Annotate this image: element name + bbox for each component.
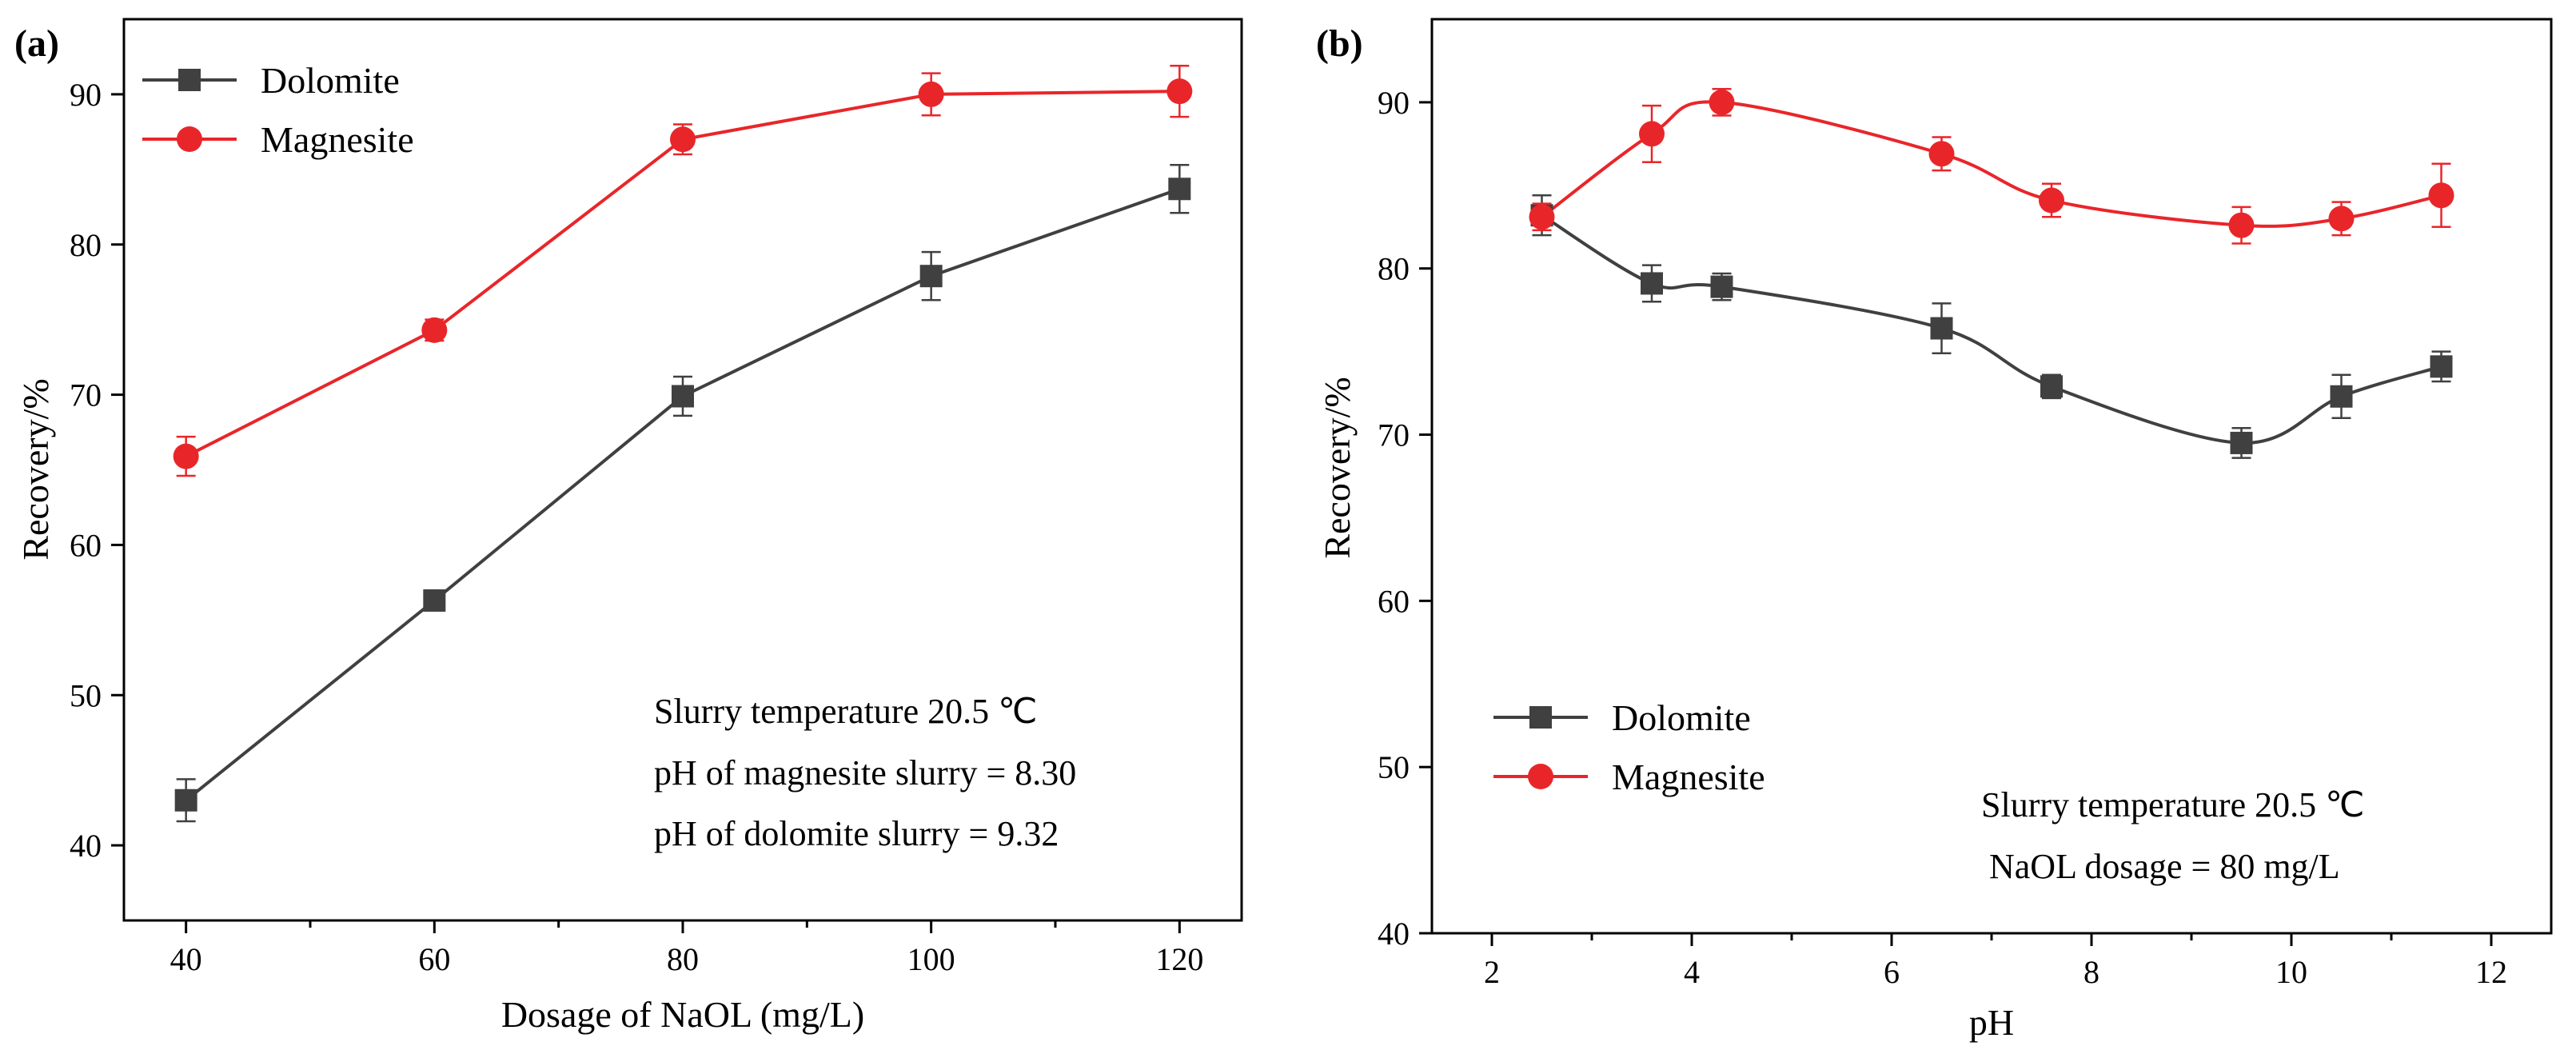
point-dolomite-a <box>423 589 446 612</box>
y-tick-label-b: 80 <box>1378 251 1410 287</box>
point-dolomite-b <box>2040 375 2063 398</box>
legend-a: Dolomite Magnesite <box>142 60 414 160</box>
x-tick-label-b: 8 <box>2084 954 2099 990</box>
x-tick-label-b: 4 <box>1684 954 1700 990</box>
y-tick-label-a: 70 <box>70 377 102 413</box>
x-tick-label-b: 12 <box>2475 954 2507 990</box>
point-magnesite-b <box>1928 141 1955 167</box>
point-dolomite-b <box>1710 275 1733 298</box>
x-tick-label-b: 6 <box>1884 954 1900 990</box>
annotation-a-2: pH of magnesite slurry = 8.30 <box>654 753 1076 792</box>
y-tick-label-a: 60 <box>70 527 102 563</box>
x-axis-title-b: pH <box>1969 1002 2014 1043</box>
panel-b-marks: 2 4 6 8 10 12 40 50 60 70 80 90 <box>1378 85 2507 990</box>
y-tick-label-a: 40 <box>70 828 102 864</box>
chart-marks: 40 60 80 100 120 40 50 60 70 80 90 2 4 6 8 10 12 40 50 60 70… <box>70 64 2507 990</box>
point-magnesite-b <box>1639 121 1665 147</box>
x-tick-label-a: 80 <box>667 941 699 977</box>
y-tick-label-b: 60 <box>1378 583 1410 619</box>
point-dolomite-a <box>672 385 694 408</box>
point-dolomite-b <box>2330 385 2353 408</box>
y-tick-label-a: 90 <box>70 77 102 113</box>
legend-label-dolomite-a: Dolomite <box>261 60 400 101</box>
x-tick-label-a: 100 <box>907 941 955 977</box>
point-magnesite-b <box>2428 182 2454 209</box>
y-tick-label-b: 90 <box>1378 85 1410 121</box>
legend-marker-dolomite-b <box>1529 706 1552 729</box>
point-dolomite-b <box>2230 431 2253 454</box>
x-tick-label-b: 10 <box>2275 954 2307 990</box>
annotation-b-2: NaOL dosage = 80 mg/L <box>1989 847 2340 886</box>
panel-a-marks: 40 60 80 100 120 40 50 60 70 80 90 <box>70 64 1203 977</box>
point-dolomite-a <box>1168 178 1191 201</box>
y-tick-label-b: 50 <box>1378 749 1410 785</box>
point-magnesite-a <box>421 317 448 343</box>
point-magnesite-b <box>1709 89 1735 115</box>
point-magnesite-b <box>1529 204 1555 230</box>
legend-label-dolomite-b: Dolomite <box>1612 697 1751 738</box>
series-line-magnesite-b <box>1541 100 2442 228</box>
y-axis-title-b: Recovery/% <box>1317 377 1358 558</box>
annotation-a-1: Slurry temperature 20.5 ℃ <box>654 692 1038 731</box>
legend-label-magnesite-a: Magnesite <box>261 119 414 160</box>
x-tick-label-a: 120 <box>1155 941 1203 977</box>
legend-label-magnesite-b: Magnesite <box>1612 757 1765 797</box>
annotation-b-1: Slurry temperature 20.5 ℃ <box>1981 785 2365 824</box>
panel-b: (b) pH Recovery/% Dolomite Magnesite Slu… <box>1316 18 2553 1043</box>
y-tick-label-b: 70 <box>1378 417 1410 453</box>
x-tick-label-b: 2 <box>1484 954 1500 990</box>
panel-label-a: (a) <box>14 22 59 65</box>
point-dolomite-a <box>174 788 197 812</box>
point-magnesite-a <box>1166 78 1193 105</box>
point-dolomite-b <box>2430 355 2453 378</box>
y-axis-title-a: Recovery/% <box>15 378 56 560</box>
point-magnesite-a <box>918 81 944 107</box>
x-axis-title-a: Dosage of NaOL (mg/L) <box>501 994 864 1035</box>
y-tick-label-b: 40 <box>1378 916 1410 952</box>
panel-label-b: (b) <box>1316 22 1363 65</box>
point-magnesite-b <box>2328 206 2355 232</box>
y-tick-label-a: 50 <box>70 677 102 713</box>
point-magnesite-a <box>670 126 696 153</box>
legend-marker-magnesite-a <box>177 126 202 152</box>
annotation-a-3: pH of dolomite slurry = 9.32 <box>654 814 1059 853</box>
point-dolomite-b <box>1930 317 1953 340</box>
point-magnesite-b <box>2039 187 2064 214</box>
panel-a: (a) Dosage of NaOL (mg/L) Recovery/% Dol… <box>14 18 1243 1035</box>
legend-b: Dolomite Magnesite <box>1493 697 1765 797</box>
series-line-dolomite-b <box>1541 214 2442 445</box>
point-magnesite-a <box>173 443 199 469</box>
legend-marker-dolomite-a <box>178 69 201 91</box>
x-tick-label-a: 60 <box>418 941 450 977</box>
point-magnesite-b <box>2228 212 2255 238</box>
x-tick-label-a: 40 <box>170 941 202 977</box>
point-dolomite-a <box>919 265 943 288</box>
point-dolomite-b <box>1641 272 1663 295</box>
y-tick-label-a: 80 <box>70 227 102 263</box>
legend-marker-magnesite-b <box>1528 764 1553 789</box>
